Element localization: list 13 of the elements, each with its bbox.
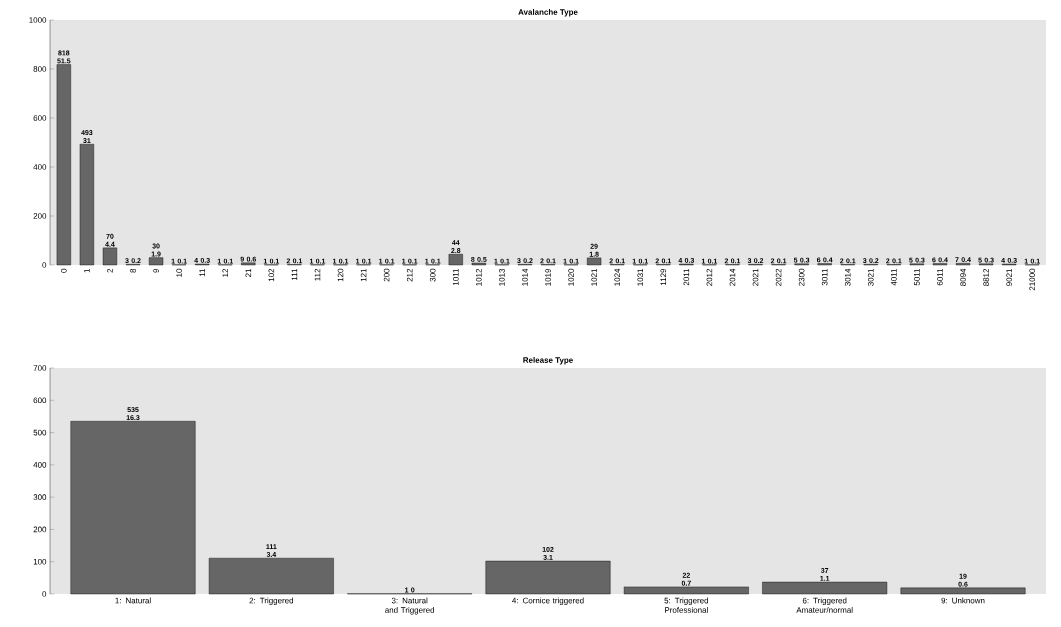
bar	[587, 257, 602, 266]
bar	[485, 560, 611, 595]
bar	[241, 262, 256, 266]
bar	[102, 247, 118, 266]
bar	[56, 64, 71, 266]
bar	[762, 581, 888, 595]
bar	[208, 557, 334, 595]
bar	[900, 587, 1026, 595]
bar	[448, 254, 463, 266]
bar	[148, 257, 164, 266]
bar	[79, 144, 95, 266]
bar	[623, 586, 749, 595]
bar	[70, 421, 196, 595]
